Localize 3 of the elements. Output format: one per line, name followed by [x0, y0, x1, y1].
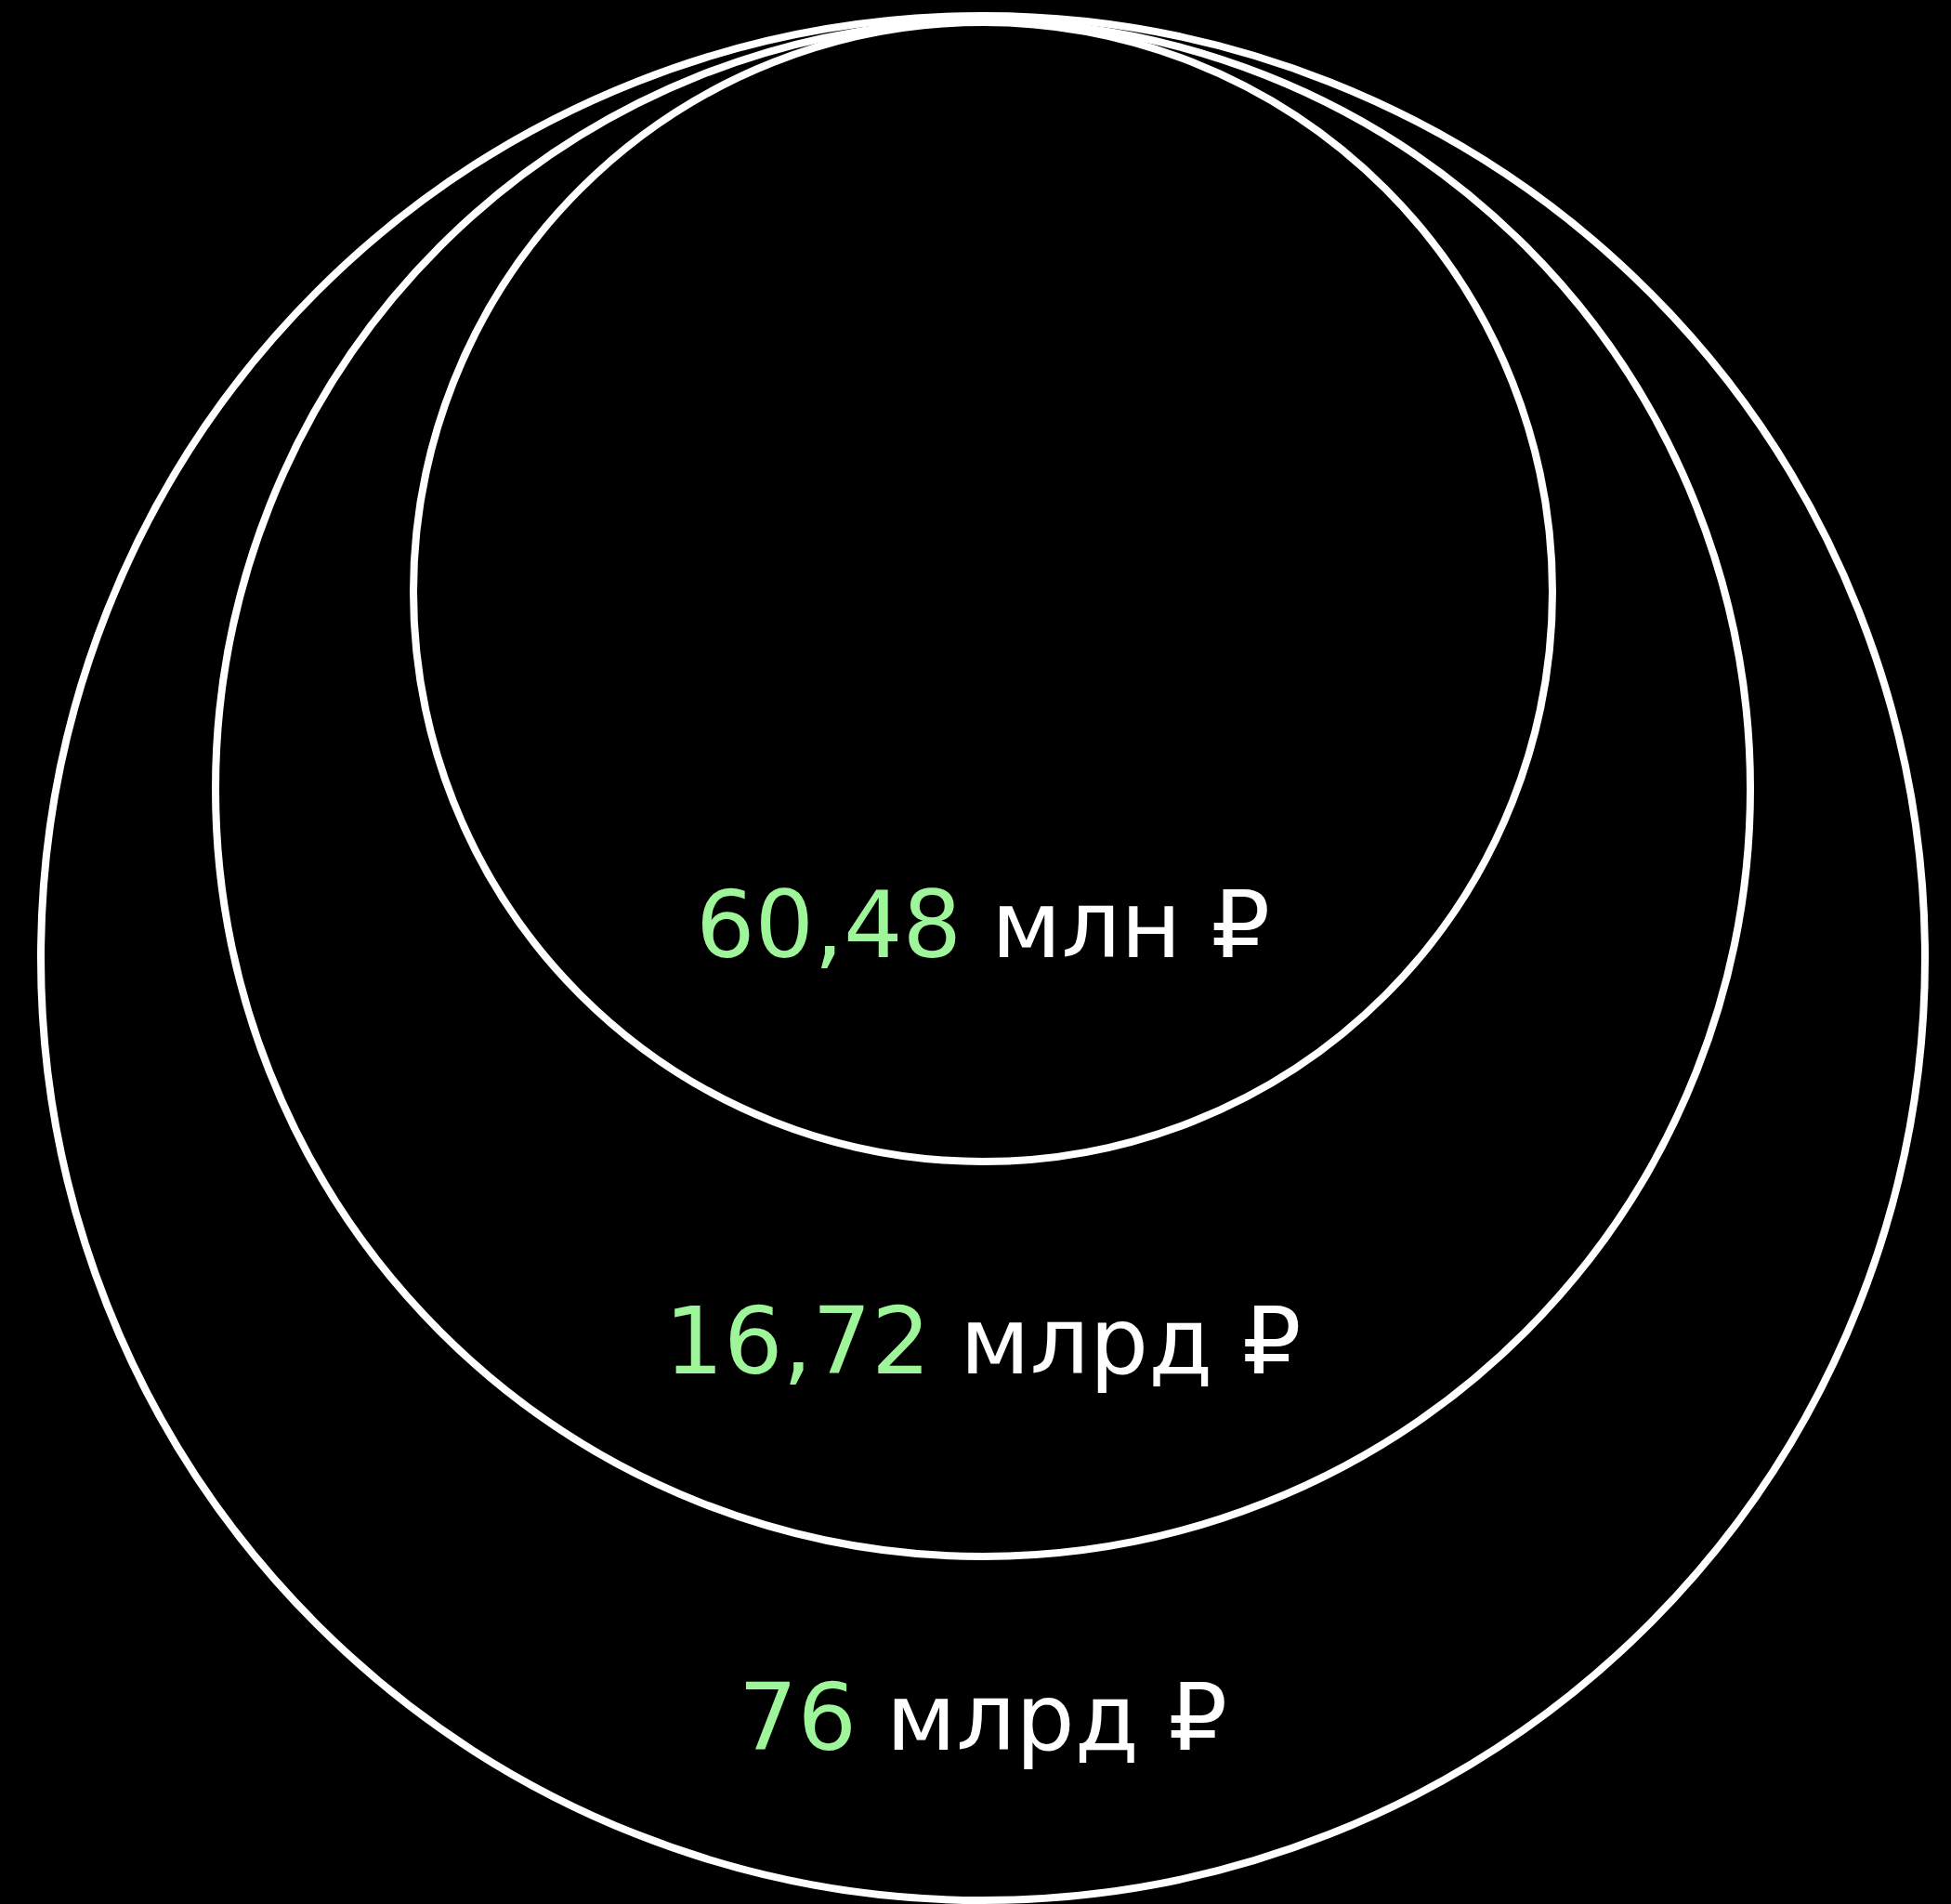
data-label: 60,48 млн ₽ [695, 871, 1271, 979]
data-label: 76 млрд ₽ [738, 1663, 1228, 1772]
data-label: 16,72 млрд ₽ [664, 1287, 1302, 1396]
